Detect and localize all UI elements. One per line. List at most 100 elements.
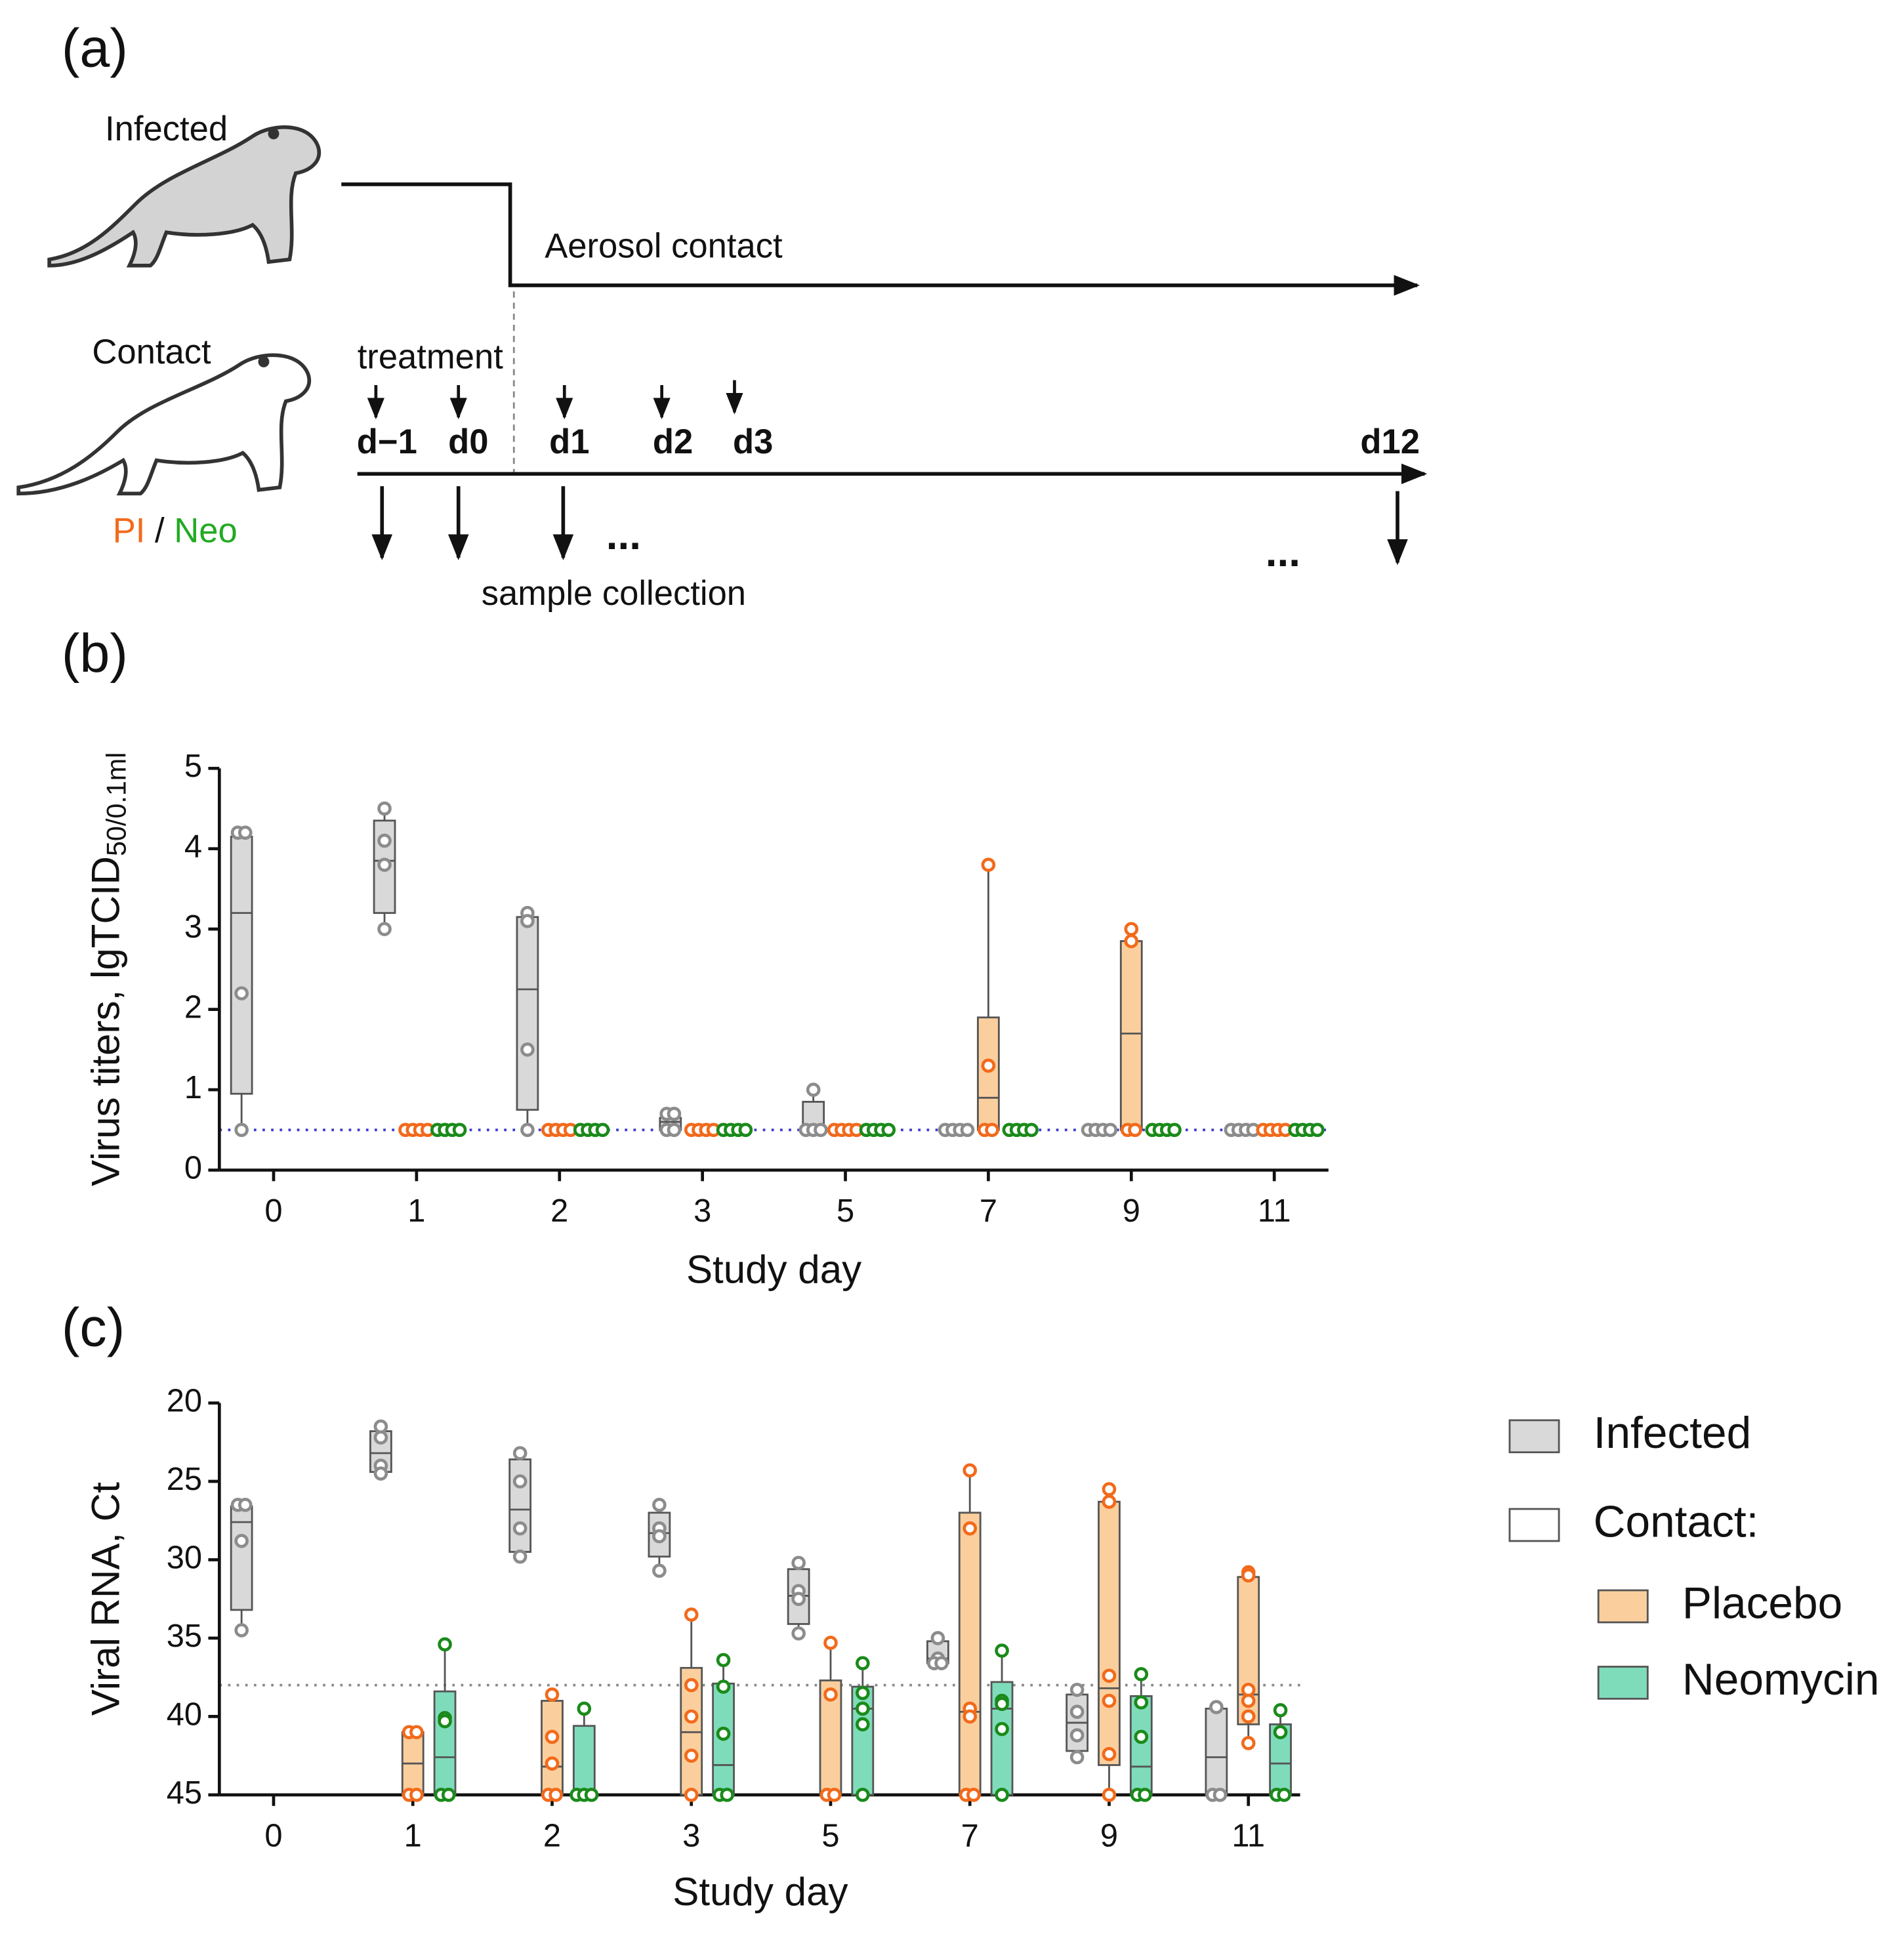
data-point xyxy=(814,1122,828,1138)
day-label: d−1 xyxy=(357,422,417,461)
box xyxy=(433,1690,457,1796)
data-point xyxy=(548,1788,563,1802)
day-label: d3 xyxy=(733,422,773,461)
data-point xyxy=(856,1656,870,1670)
legend-swatch xyxy=(1508,1419,1560,1454)
data-point xyxy=(377,922,392,936)
data-point xyxy=(881,1122,896,1138)
data-point xyxy=(962,1463,978,1478)
box xyxy=(958,1512,982,1796)
y-tick-label: 4 xyxy=(184,829,202,865)
box xyxy=(1119,940,1143,1131)
data-point xyxy=(934,1656,949,1670)
data-point xyxy=(452,1122,467,1138)
day-label: d2 xyxy=(653,422,693,461)
data-point xyxy=(652,1498,667,1512)
data-point xyxy=(652,1529,667,1544)
data-point xyxy=(512,1474,528,1489)
data-point xyxy=(238,825,253,840)
x-tick-label: 0 xyxy=(264,1818,282,1853)
data-point xyxy=(1102,1746,1117,1761)
data-point xyxy=(1069,1750,1085,1765)
data-point xyxy=(1212,1788,1228,1802)
y-tick-label: 5 xyxy=(184,749,202,784)
x-tick-label: 9 xyxy=(1100,1818,1118,1853)
data-point xyxy=(856,1685,870,1700)
x-tick-label: 11 xyxy=(1231,1818,1265,1853)
box xyxy=(1098,1500,1121,1766)
data-point xyxy=(1069,1682,1085,1697)
data-point xyxy=(823,1636,838,1650)
data-point xyxy=(716,1653,731,1668)
data-point xyxy=(577,1701,592,1716)
y-tick-label: 1 xyxy=(184,1070,202,1105)
data-point xyxy=(1241,1682,1256,1697)
data-point xyxy=(684,1607,699,1622)
data-point xyxy=(1241,1736,1256,1750)
box xyxy=(516,916,539,1111)
x-tick-label: 7 xyxy=(961,1818,979,1853)
data-point xyxy=(1134,1695,1149,1710)
day-label: d12 xyxy=(1360,422,1420,461)
data-point xyxy=(377,857,392,872)
data-point xyxy=(512,1549,528,1564)
data-point xyxy=(985,1122,999,1138)
data-point xyxy=(827,1788,842,1802)
data-point xyxy=(1124,934,1139,949)
data-point xyxy=(1241,1709,1256,1724)
data-point xyxy=(856,1701,870,1716)
placebo-label: PI xyxy=(113,511,146,550)
data-point xyxy=(684,1709,699,1724)
data-point xyxy=(520,1042,535,1057)
data-point xyxy=(1273,1703,1288,1718)
data-point xyxy=(1134,1729,1149,1744)
x-axis-label: Study day xyxy=(673,1870,848,1914)
data-point xyxy=(1102,1494,1117,1509)
data-point xyxy=(409,1725,424,1740)
data-point xyxy=(720,1788,735,1802)
legend-swatch xyxy=(1508,1508,1560,1542)
data-point xyxy=(373,1466,388,1481)
legend-swatch xyxy=(1597,1666,1649,1700)
panel-a: (a) Infected Contact PI / Neo Aerosol co… xyxy=(16,18,1428,613)
y-tick-label: 3 xyxy=(184,909,202,945)
data-point xyxy=(584,1788,599,1802)
data-point xyxy=(520,1122,535,1138)
y-tick-label: 2 xyxy=(184,990,202,1025)
data-point xyxy=(545,1687,560,1702)
y-tick-label: 35 xyxy=(167,1618,202,1654)
data-point xyxy=(1134,1667,1149,1681)
y-tick-label: 0 xyxy=(184,1150,202,1185)
data-point xyxy=(930,1631,945,1645)
data-point xyxy=(1241,1693,1256,1708)
x-tick-label: 2 xyxy=(543,1818,561,1853)
data-point xyxy=(234,986,249,1000)
y-axis-label-main: Viral RNA, Ct xyxy=(83,1482,127,1716)
data-point xyxy=(1167,1122,1182,1138)
data-point xyxy=(962,1521,978,1536)
data-point xyxy=(738,1122,753,1138)
data-point xyxy=(1277,1788,1292,1802)
y-axis-label-main: Virus titers, lgTCID xyxy=(83,856,127,1186)
data-point xyxy=(512,1521,528,1536)
panel-label: (c) xyxy=(62,1296,125,1357)
data-point xyxy=(966,1788,981,1802)
data-point xyxy=(856,1788,870,1802)
data-point xyxy=(995,1643,1009,1658)
data-point xyxy=(716,1679,731,1694)
ferret-contact xyxy=(16,353,311,496)
x-tick-label: 5 xyxy=(837,1193,854,1229)
data-point xyxy=(373,1419,388,1434)
box xyxy=(541,1700,564,1796)
data-point xyxy=(1124,922,1139,936)
aerosol-label: Aerosol contact xyxy=(545,226,783,265)
legend-heading: Contact: xyxy=(1594,1497,1759,1546)
data-point xyxy=(791,1592,806,1606)
data-point xyxy=(1102,1693,1117,1708)
x-tick-label: 5 xyxy=(821,1818,839,1853)
treatment-label: treatment xyxy=(358,338,503,377)
data-point xyxy=(373,1430,388,1445)
y-tick-label: 30 xyxy=(167,1540,202,1575)
box xyxy=(508,1458,532,1553)
